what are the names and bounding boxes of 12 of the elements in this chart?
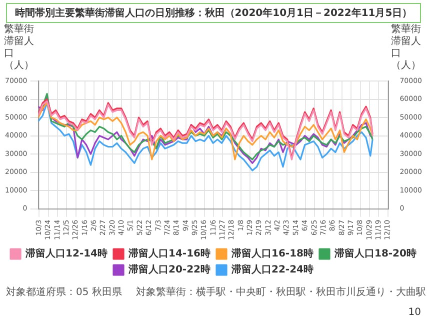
text: 対象都道府県：05 秋田県	[6, 286, 122, 299]
legend-label: 滞留人口12-14時	[24, 248, 108, 260]
legend-label: 滞留人口18-20時	[333, 248, 416, 260]
legend-label: 滞留人口20-22時	[128, 264, 210, 276]
y2-axis-title: 繁華街滞留人口（人）	[391, 24, 422, 72]
chart-title: 時間帯別主要繁華街滞留人口の日別推移：秋田（2020年10月1日－2022年11月5日）	[6, 3, 421, 23]
text: 対象繁華街：横手駅・中央町・秋田駅・秋田市川反通り・大曲駅	[136, 286, 426, 299]
text: 10	[408, 307, 421, 318]
y-axis-title: 繁華街滞留人口（人）	[4, 24, 35, 72]
legend-label: 滞留人口16-18時	[230, 248, 314, 260]
legend-label: 滞留人口14-16時	[128, 248, 210, 260]
legend-label: 滞留人口22-24時	[230, 264, 314, 276]
